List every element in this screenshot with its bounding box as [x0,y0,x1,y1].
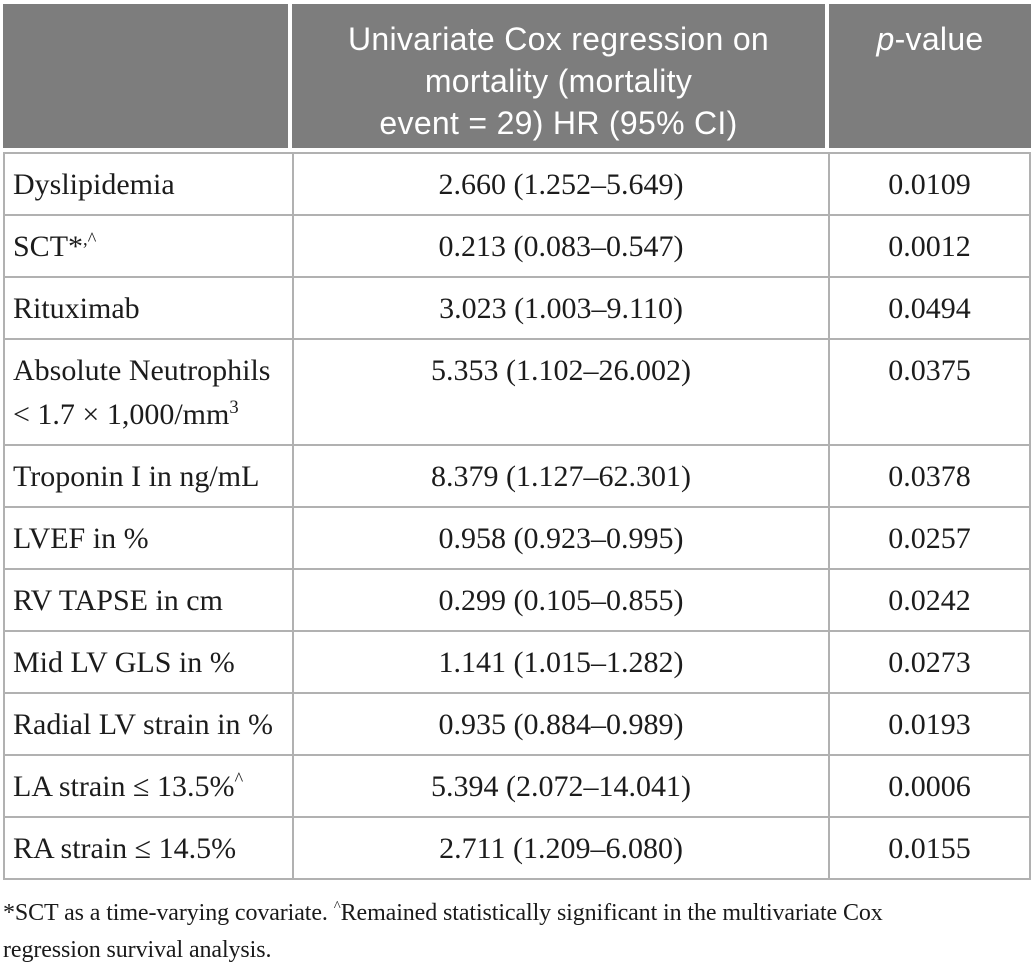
table-row: Radial LV strain in % 0.935 (0.884–0.989)… [3,692,1031,756]
table-row: Rituximab 3.023 (1.003–9.110) 0.0494 [3,276,1031,340]
hazard-ratio-cell: 3.023 (1.003–9.110) [292,276,830,340]
table-row: Dyslipidemia 2.660 (1.252–5.649) 0.0109 [3,152,1031,216]
hazard-ratio-cell: 8.379 (1.127–62.301) [292,444,830,508]
row-label-cell: Dyslipidemia [3,152,294,216]
row-label-cell: LA strain ≤ 13.5%^ [3,754,294,818]
table-footnote: *SCT as a time-varying covariate. ^Remai… [3,899,883,963]
table-row: LVEF in % 0.958 (0.923–0.995) 0.0257 [3,506,1031,570]
p-value-cell: 0.0494 [828,276,1031,340]
row-label-cell: Troponin I in ng/mL [3,444,294,508]
hazard-ratio-cell: 0.935 (0.884–0.989) [292,692,830,756]
hazard-ratio-cell: 5.394 (2.072–14.041) [292,754,830,818]
row-label-cell: LVEF in % [3,506,294,570]
p-value-cell: 0.0006 [828,754,1031,818]
row-label-cell: Absolute Neutrophils < 1.7 × 1,000/mm3 [3,338,294,446]
table-header-row: Univariate Cox regression on mortality (… [3,4,1031,148]
row-label-cell: SCT*,^ [3,214,294,278]
p-value-cell: 0.0375 [828,338,1031,446]
row-label-cell: Rituximab [3,276,294,340]
hazard-ratio-cell: 0.958 (0.923–0.995) [292,506,830,570]
row-label-cell: RV TAPSE in cm [3,568,294,632]
cox-regression-table-figure: Univariate Cox regression on mortality (… [3,4,1031,969]
p-value-cell: 0.0193 [828,692,1031,756]
hazard-ratio-cell: 5.353 (1.102–26.002) [292,338,830,446]
table-row: RV TAPSE in cm 0.299 (0.105–0.855) 0.0242 [3,568,1031,632]
row-label-cell: RA strain ≤ 14.5% [3,816,294,880]
header-empty-cell [3,4,288,148]
p-value-cell: 0.0257 [828,506,1031,570]
table-row: RA strain ≤ 14.5% 2.711 (1.209–6.080) 0.01… [3,816,1031,880]
hazard-ratio-cell: 0.299 (0.105–0.855) [292,568,830,632]
hazard-ratio-cell: 2.660 (1.252–5.649) [292,152,830,216]
p-value-cell: 0.0378 [828,444,1031,508]
p-value-cell: 0.0012 [828,214,1031,278]
table-row: LA strain ≤ 13.5%^ 5.394 (2.072–14.041) 0.… [3,754,1031,818]
row-label-cell: Mid LV GLS in % [3,630,294,694]
p-value-cell: 0.0109 [828,152,1031,216]
p-value-cell: 0.0242 [828,568,1031,632]
table-row: Absolute Neutrophils < 1.7 × 1,000/mm3 5.… [3,338,1031,446]
row-label-cell: Radial LV strain in % [3,692,294,756]
regression-table: Dyslipidemia 2.660 (1.252–5.649) 0.0109 SCT… [3,152,1031,880]
header-cox-regression-label: Univariate Cox regression on mortality (… [292,4,825,148]
hazard-ratio-cell: 2.711 (1.209–6.080) [292,816,830,880]
p-value-cell: 0.0155 [828,816,1031,880]
hazard-ratio-cell: 1.141 (1.015–1.282) [292,630,830,694]
table-row: Troponin I in ng/mL 8.379 (1.127–62.301) 0… [3,444,1031,508]
table-body: Dyslipidemia 2.660 (1.252–5.649) 0.0109 SCT… [3,152,1031,880]
header-pvalue-label: p-value [829,4,1031,148]
table-row: SCT*,^ 0.213 (0.083–0.547) 0.0012 [3,214,1031,278]
table-row: Mid LV GLS in % 1.141 (1.015–1.282) 0.0273 [3,630,1031,694]
hazard-ratio-cell: 0.213 (0.083–0.547) [292,214,830,278]
p-value-cell: 0.0273 [828,630,1031,694]
